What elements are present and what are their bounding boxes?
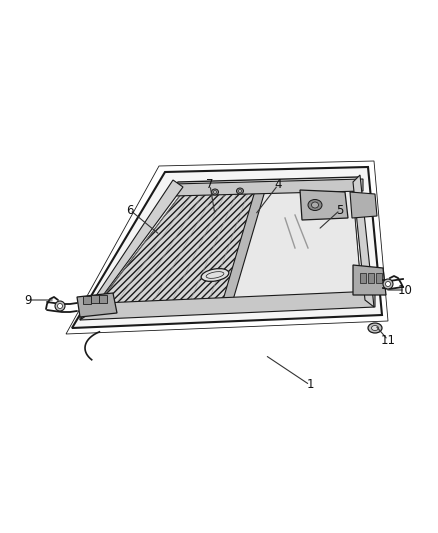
Ellipse shape xyxy=(371,326,378,330)
Polygon shape xyxy=(223,184,267,300)
Ellipse shape xyxy=(213,190,216,193)
Ellipse shape xyxy=(55,301,65,311)
Ellipse shape xyxy=(368,323,382,333)
Polygon shape xyxy=(353,175,374,307)
Text: 6: 6 xyxy=(126,204,134,216)
Polygon shape xyxy=(173,179,363,196)
Ellipse shape xyxy=(201,269,229,281)
Polygon shape xyxy=(92,184,262,312)
Polygon shape xyxy=(353,265,386,295)
Ellipse shape xyxy=(239,190,241,192)
Polygon shape xyxy=(80,180,183,320)
Polygon shape xyxy=(228,184,362,300)
Ellipse shape xyxy=(311,202,318,208)
Polygon shape xyxy=(91,295,99,303)
Text: 11: 11 xyxy=(381,334,396,346)
Polygon shape xyxy=(80,291,375,320)
Text: 7: 7 xyxy=(206,179,214,191)
Polygon shape xyxy=(360,273,366,283)
Polygon shape xyxy=(368,273,374,283)
Polygon shape xyxy=(77,293,117,317)
Polygon shape xyxy=(376,273,382,283)
Ellipse shape xyxy=(383,279,393,289)
Polygon shape xyxy=(85,177,370,318)
Text: 9: 9 xyxy=(24,294,32,306)
Polygon shape xyxy=(83,296,91,304)
Text: 4: 4 xyxy=(274,179,282,191)
Ellipse shape xyxy=(308,199,322,211)
Polygon shape xyxy=(300,190,348,220)
Text: 5: 5 xyxy=(336,204,344,216)
Ellipse shape xyxy=(237,188,244,194)
Ellipse shape xyxy=(57,303,63,309)
Text: 10: 10 xyxy=(398,284,413,296)
Polygon shape xyxy=(72,167,382,328)
Text: 1: 1 xyxy=(306,378,314,392)
Polygon shape xyxy=(99,295,107,303)
Ellipse shape xyxy=(212,189,219,195)
Polygon shape xyxy=(350,192,377,218)
Ellipse shape xyxy=(385,281,391,287)
